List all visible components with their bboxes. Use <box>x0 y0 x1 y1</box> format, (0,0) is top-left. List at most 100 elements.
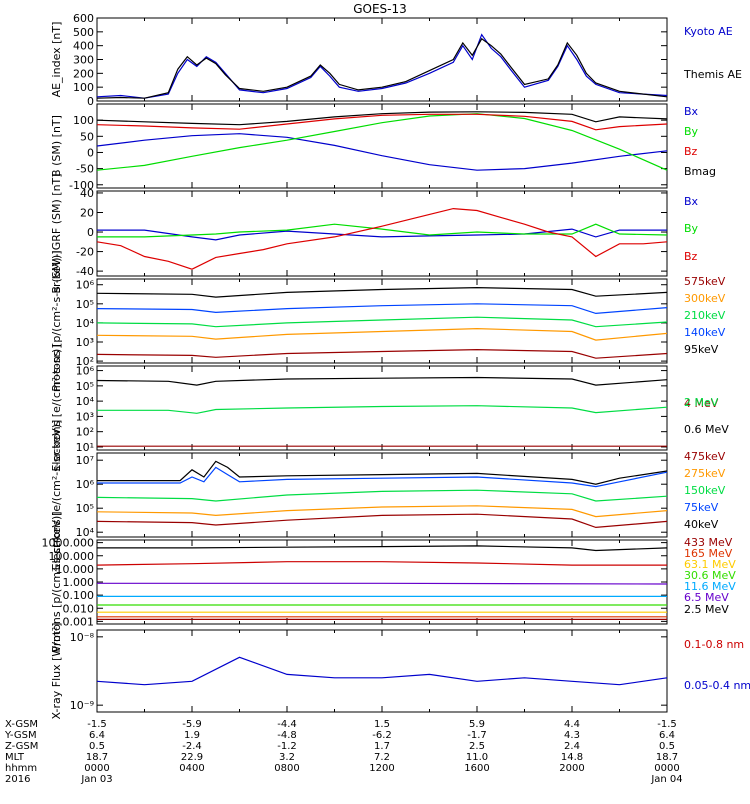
legend-entry: 11.6 MeV <box>684 580 736 593</box>
legend-entry: 2 MeV <box>684 396 719 409</box>
legend-entry: 575keV <box>684 275 726 288</box>
x-axis-value: 0.5 <box>659 741 675 752</box>
legend-entry: 30.6 MeV <box>684 569 736 582</box>
y-tick-label: 10⁴ <box>76 395 95 408</box>
x-axis-value: -1.7 <box>467 730 487 741</box>
x-axis-value: -1.2 <box>277 741 297 752</box>
y-tick-label: 0.100 <box>63 589 95 602</box>
y-tick-label: 10³ <box>76 410 94 423</box>
x-axis-value: -5.9 <box>182 719 202 730</box>
legend-entry: Bz <box>684 250 698 263</box>
x-axis-value: 4.4 <box>564 719 580 730</box>
legend-entry: 75keV <box>684 501 719 514</box>
y-tick-label: 10⁵ <box>76 298 94 311</box>
series-line <box>96 111 668 126</box>
x-axis-value: 1.9 <box>184 730 200 741</box>
y-axis-label: X-ray Flux [W/m²] <box>50 623 63 720</box>
panel-5: 10¹ 10² 10³ 10⁴ 10⁵ 10⁶ Electrons [e/(cm²-s-sr… <box>50 344 729 471</box>
x-axis-value: 4.3 <box>564 730 580 741</box>
legend-entry: 210keV <box>684 309 726 322</box>
x-axis-value: Jan 03 <box>80 774 112 785</box>
legend-entry: 140keV <box>684 326 726 339</box>
x-axis-value: -6.2 <box>372 730 392 741</box>
y-axis-label: Protons [p/(cm²-s-sr-keV)] <box>50 250 63 391</box>
y-tick-label: -100 <box>69 179 94 192</box>
x-axis-row-label: hhmm <box>5 763 37 774</box>
x-axis-value: 6.4 <box>89 730 105 741</box>
panel-frame <box>96 452 668 538</box>
series-line <box>96 33 668 99</box>
series-line <box>97 405 668 414</box>
y-tick-label: 0.001 <box>63 615 95 628</box>
x-axis-value: -4.8 <box>277 730 297 741</box>
y-tick-label: 10⁴ <box>76 526 95 539</box>
x-axis-value: 2.5 <box>469 741 485 752</box>
x-axis-row-label: Z-GSM <box>5 741 38 752</box>
y-tick-label: -50 <box>76 163 94 176</box>
x-axis-value: -1.5 <box>657 719 677 730</box>
legend-entry: 0.05-0.4 nm <box>684 679 750 692</box>
x-axis-value: 1.5 <box>374 719 390 730</box>
y-tick-label: 40 <box>80 187 94 200</box>
y-tick-label: 10⁶ <box>76 279 95 292</box>
y-tick-label: 10³ <box>76 336 94 349</box>
panel-8: 10⁻⁹ 10⁻⁸ X-ray Flux [W/m²] 0.1-0.8 nm 0.05-… <box>50 561 750 720</box>
series-line <box>96 37 668 99</box>
panel-2: -100 -50 0 50 100 B (SM) [nT] Bx By Bz Bmag <box>50 103 716 192</box>
series-line <box>97 466 668 488</box>
y-axis-label: AE_index [nT] <box>50 22 63 98</box>
series-line <box>96 113 668 171</box>
y-tick-label: 0 <box>87 146 94 159</box>
y-tick-label: 0 <box>87 226 94 239</box>
legend-entry: Bz <box>684 145 698 158</box>
y-tick-label: 10⁷ <box>76 454 94 467</box>
y-tick-label: 1.000 <box>63 576 95 589</box>
x-axis-value: 18.7 <box>656 752 678 763</box>
x-axis-value: 2000 <box>559 763 584 774</box>
panel-frame <box>96 629 668 713</box>
y-tick-label: -20 <box>76 246 94 259</box>
y-tick-label: 10⁻⁹ <box>70 699 94 712</box>
legend-entry: Kyoto AE <box>684 25 733 38</box>
series-line <box>97 228 667 241</box>
y-tick-label: 10² <box>76 355 94 368</box>
y-tick-label: 100 <box>73 81 94 94</box>
panel-frame <box>96 190 668 277</box>
series-line <box>97 545 668 552</box>
series-line <box>96 489 668 502</box>
x-axis-value: 22.9 <box>181 752 203 763</box>
x-axis-row-label: Y-GSM <box>4 730 37 741</box>
y-tick-label: 10² <box>76 426 94 439</box>
panel-frame <box>96 539 668 625</box>
x-axis-value: 0800 <box>274 763 299 774</box>
y-tick-label: 10⁻⁸ <box>70 631 95 644</box>
legend-entry: 0.6 MeV <box>684 423 729 436</box>
x-axis-value: Jan 04 <box>650 774 682 785</box>
x-axis-value: 0.5 <box>89 741 105 752</box>
legend-entry: 6.5 MeV <box>684 591 729 604</box>
x-axis-row-label: MLT <box>5 752 25 763</box>
legend-entry: 40keV <box>684 518 719 531</box>
x-axis-value: 3.2 <box>279 752 295 763</box>
y-tick-label: 10⁶ <box>76 365 95 378</box>
x-axis-value: 1600 <box>464 763 489 774</box>
series-line <box>96 133 668 171</box>
y-tick-label: 20 <box>80 206 94 219</box>
x-axis-value: 1.7 <box>374 741 390 752</box>
x-axis-value: 7.2 <box>374 752 390 763</box>
y-tick-label: 50 <box>80 130 94 143</box>
y-tick-label: 10⁶ <box>76 478 95 491</box>
legend-entry: 4 MeV <box>684 397 719 410</box>
y-tick-label: 10⁵ <box>76 380 94 393</box>
legend-entry: 150keV <box>684 484 726 497</box>
panel-frame <box>96 103 668 189</box>
x-axis-row-label: 2016 <box>5 774 30 785</box>
series-line <box>96 513 668 529</box>
y-tick-label: 10⁴ <box>76 317 95 330</box>
legend-entry: 2.5 MeV <box>684 603 729 616</box>
legend-entry: Bmag <box>684 165 716 178</box>
series-line <box>96 376 668 386</box>
